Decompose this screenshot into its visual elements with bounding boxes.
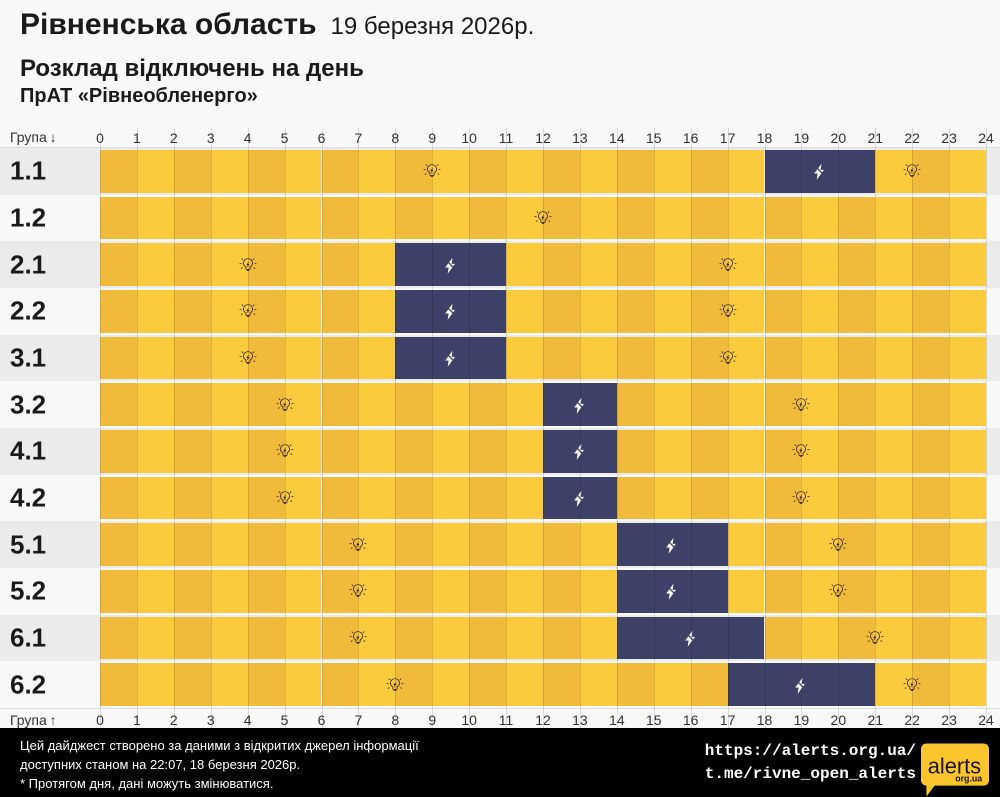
svg-text:org.ua: org.ua — [955, 774, 982, 784]
